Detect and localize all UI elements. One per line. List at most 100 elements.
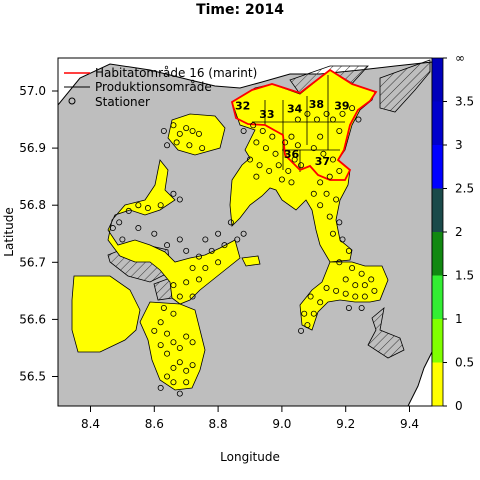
station-point — [339, 236, 346, 243]
area-label: 37 — [315, 155, 330, 168]
y-tick-label: 56.7 — [19, 255, 46, 269]
station-point — [361, 293, 368, 300]
station-point — [109, 225, 116, 232]
colorbar-tick-label: 3.5 — [455, 95, 474, 109]
station-point — [176, 293, 183, 300]
x-tick-label: 9.2 — [336, 417, 355, 431]
station-point — [326, 173, 333, 180]
station-point — [288, 179, 295, 186]
station-layer — [109, 105, 378, 397]
colorbar-segment — [432, 232, 443, 276]
station-point — [329, 230, 336, 237]
station-point — [256, 162, 263, 169]
plot-area: 32 33 34 38 39 36 37 — [57, 57, 433, 407]
station-point — [183, 333, 190, 340]
area-label: 32 — [235, 99, 250, 112]
station-point — [259, 127, 266, 134]
station-point — [189, 265, 196, 272]
water-west-bay — [71, 275, 141, 353]
colorbar-tick-label: 3 — [455, 138, 463, 152]
station-point — [349, 265, 356, 272]
colorbar-tick-label: 1.5 — [455, 269, 474, 283]
station-point — [170, 122, 177, 129]
station-point — [275, 162, 282, 169]
station-point — [282, 139, 289, 146]
station-point — [298, 162, 305, 169]
station-point — [208, 247, 215, 254]
colorbar-tick-label: 2.5 — [455, 182, 474, 196]
station-point — [234, 236, 241, 243]
station-point — [368, 276, 375, 283]
legend-habitat-label: Habitatområde 16 (marint) — [95, 66, 257, 80]
station-point — [310, 190, 317, 197]
station-point — [183, 279, 190, 286]
station-point — [253, 139, 260, 146]
station-point — [160, 127, 167, 134]
y-tick-label: 56.5 — [19, 370, 46, 384]
station-point — [164, 142, 171, 149]
station-point — [333, 196, 340, 203]
station-point — [164, 330, 171, 337]
area-label: 39 — [334, 99, 349, 112]
colorbar-segment — [432, 275, 443, 319]
station-point — [176, 130, 183, 137]
station-point — [199, 145, 206, 152]
production-area-se — [367, 306, 405, 359]
station-point — [164, 373, 171, 380]
station-point — [170, 379, 177, 386]
area-label: 38 — [309, 98, 324, 111]
station-point — [125, 207, 132, 214]
station-point — [317, 202, 324, 209]
station-point — [298, 327, 305, 334]
station-point — [195, 130, 202, 137]
station-point — [195, 253, 202, 260]
legend-station-label: Stationer — [95, 95, 150, 109]
station-point — [294, 142, 301, 149]
station-point — [170, 282, 177, 289]
station-point — [323, 284, 330, 291]
station-point — [323, 110, 330, 117]
y-tick-label: 56.9 — [19, 141, 46, 155]
colorbar-tick-label: 1 — [455, 312, 463, 326]
x-tick-label: 8.8 — [209, 417, 228, 431]
station-point — [151, 230, 158, 237]
station-point — [317, 133, 324, 140]
area-label: 33 — [259, 108, 274, 121]
station-point — [361, 282, 368, 289]
colorbar-tick-label: 0.5 — [455, 356, 474, 370]
x-axis-title: Longitude — [220, 450, 280, 464]
y-tick-label: 57.0 — [19, 84, 46, 98]
colorbar-segment — [432, 101, 443, 145]
colorbar-segment — [432, 362, 443, 406]
station-point — [160, 304, 167, 311]
area-label-layer: 32 33 34 38 39 36 37 — [235, 98, 350, 168]
station-point — [135, 202, 142, 209]
station-point — [250, 122, 257, 129]
station-point — [240, 127, 247, 134]
x-tick-label: 9.4 — [400, 417, 419, 431]
station-point — [304, 110, 311, 117]
x-tick-label: 8.6 — [145, 417, 164, 431]
station-point — [170, 190, 177, 197]
station-point — [215, 230, 222, 237]
station-point — [285, 167, 292, 174]
station-point — [253, 173, 260, 180]
area-label: 34 — [287, 103, 303, 116]
legend-station-symbol — [68, 97, 76, 105]
station-point — [278, 176, 285, 183]
station-point — [371, 287, 378, 294]
station-point — [339, 110, 346, 117]
station-point — [317, 299, 324, 306]
station-point — [301, 310, 308, 317]
station-point — [323, 190, 330, 197]
station-point — [119, 236, 126, 243]
colorbar-segment — [432, 188, 443, 232]
x-tick-label: 8.4 — [81, 417, 100, 431]
station-point — [326, 213, 333, 220]
habitat-area-16-border — [230, 68, 378, 181]
station-point — [189, 339, 196, 346]
station-point — [176, 196, 183, 203]
y-tick-label: 56.6 — [19, 312, 46, 326]
station-point — [345, 304, 352, 311]
